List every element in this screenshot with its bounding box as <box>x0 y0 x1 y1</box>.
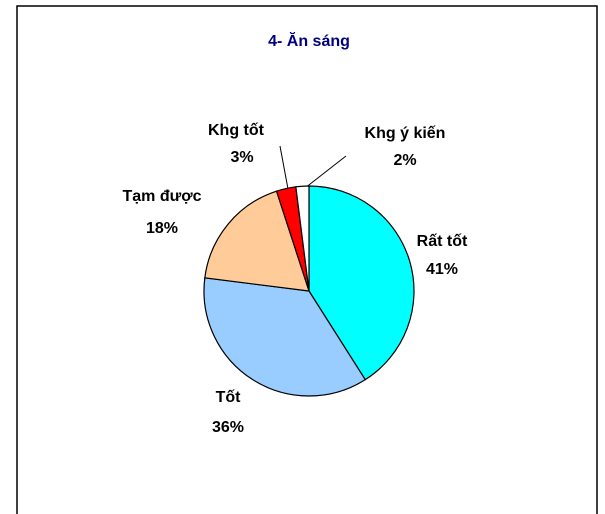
slice-label: Tạm được <box>123 188 202 205</box>
value-label: 36% <box>212 419 244 436</box>
slice-label: Rất tốt <box>417 233 468 250</box>
value-label: 41% <box>426 261 458 278</box>
chart-title: 4- Ăn sáng <box>268 31 350 50</box>
leader-line <box>304 155 347 189</box>
slice-label: Khg tốt <box>208 122 265 139</box>
leader-line <box>279 145 289 190</box>
pie-slice <box>203 277 367 397</box>
value-label: 3% <box>230 149 253 166</box>
value-label: 2% <box>393 152 416 169</box>
pie-slice <box>204 190 310 292</box>
slice-label: Khg ý kiến <box>365 125 446 142</box>
slice-label: Tốt <box>216 389 242 406</box>
pie-slice <box>295 185 310 292</box>
value-label: 18% <box>146 220 178 237</box>
